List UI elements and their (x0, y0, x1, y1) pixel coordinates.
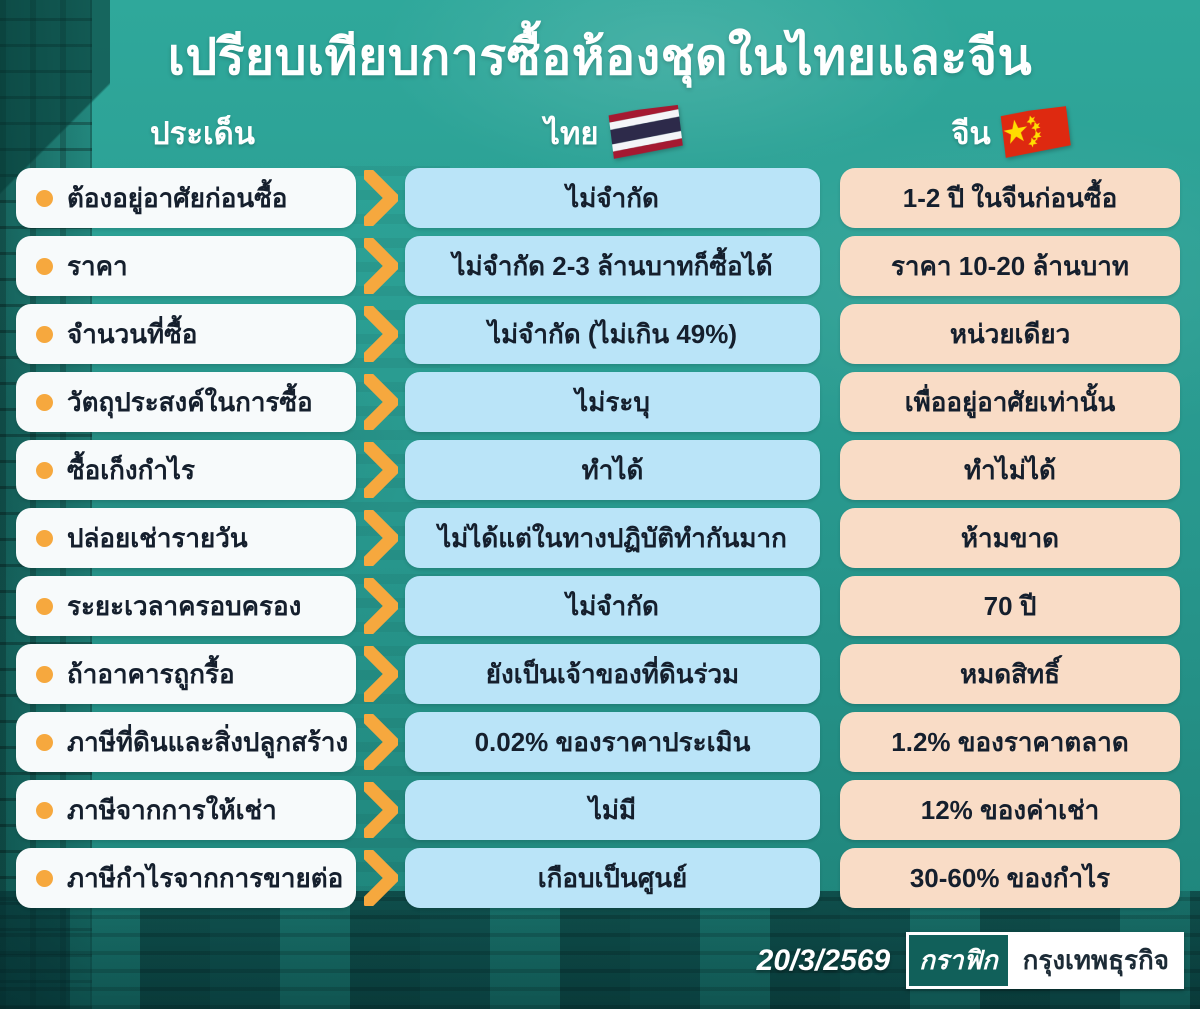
china-value: 70 ปี (840, 576, 1180, 636)
chevron-right-icon (356, 374, 405, 430)
issue-pill: ภาษีจากการให้เช่า (16, 780, 356, 840)
bullet-icon (36, 257, 53, 275)
chevron-right-icon (356, 578, 405, 634)
issue-pill: ภาษีที่ดินและสิ่งปลูกสร้าง (16, 712, 356, 772)
date-label: 20/3/2569 (756, 943, 891, 977)
column-headers: ประเด็น ไทย จีน (0, 104, 1200, 162)
page-title: เปรียบเทียบการซื้อห้องชุดในไทยและจีน (167, 29, 1033, 85)
table-row: จำนวนที่ซื้อ ไม่จำกัด (ไม่เกิน 49%) หน่ว… (0, 304, 1200, 364)
bullet-icon (36, 393, 53, 411)
china-value: ห้ามขาด (840, 508, 1180, 568)
bullet-icon (36, 461, 53, 479)
chevron-right-icon (356, 714, 405, 770)
issue-pill: ต้องอยู่อาศัยก่อนซื้อ (16, 168, 356, 228)
column-header-thailand: ไทย (405, 104, 820, 159)
bullet-icon (36, 801, 53, 819)
china-value: ทำไม่ได้ (840, 440, 1180, 500)
thailand-value: 0.02% ของราคาประเมิน (405, 712, 820, 772)
issue-header-label: ประเด็น (150, 116, 255, 151)
bullet-icon (36, 597, 53, 615)
issue-label: ราคา (67, 250, 128, 281)
table-row: ราคา ไม่จำกัด 2-3 ล้านบาทก็ซื้อได้ ราคา … (0, 236, 1200, 296)
issue-label: ปล่อยเช่ารายวัน (67, 522, 248, 553)
issue-label: ต้องอยู่อาศัยก่อนซื้อ (67, 182, 288, 213)
china-value: 1-2 ปี ในจีนก่อนซื้อ (840, 168, 1180, 228)
issue-label: วัตถุประสงค์ในการซื้อ (67, 386, 313, 417)
china-value: 12% ของค่าเช่า (840, 780, 1180, 840)
thailand-value: ไม่จำกัด 2-3 ล้านบาทก็ซื้อได้ (405, 236, 820, 296)
chevron-right-icon (356, 306, 405, 362)
chevron-right-icon (356, 442, 405, 498)
bullet-icon (36, 189, 53, 207)
chevron-right-icon (356, 238, 405, 294)
chevron-right-icon (356, 850, 405, 906)
chevron-right-icon (356, 510, 405, 566)
china-value: 1.2% ของราคาตลาด (840, 712, 1180, 772)
chevron-right-icon (356, 782, 405, 838)
thailand-value: ไม่มี (405, 780, 820, 840)
china-value: หมดสิทธิ์ (840, 644, 1180, 704)
issue-label: จำนวนที่ซื้อ (67, 318, 198, 349)
issue-pill: จำนวนที่ซื้อ (16, 304, 356, 364)
china-value: เพื่ออยู่อาศัยเท่านั้น (840, 372, 1180, 432)
column-header-china: จีน (820, 106, 1200, 158)
comparison-table: ต้องอยู่อาศัยก่อนซื้อ ไม่จำกัด 1-2 ปี ใน… (0, 168, 1200, 916)
table-row: ซื้อเก็งกำไร ทำได้ ทำไม่ได้ (0, 440, 1200, 500)
bullet-icon (36, 733, 53, 751)
thailand-value: ไม่ได้แต่ในทางปฏิบัติทำกันมาก (405, 508, 820, 568)
thailand-value: ไม่จำกัด (405, 576, 820, 636)
china-header-label: จีน (951, 116, 991, 151)
issue-pill: ราคา (16, 236, 356, 296)
thailand-value: เกือบเป็นศูนย์ (405, 848, 820, 908)
chevron-right-icon (356, 170, 405, 226)
table-row: ภาษีกำไรจากการขายต่อ เกือบเป็นศูนย์ 30-6… (0, 848, 1200, 908)
issue-pill: ปล่อยเช่ารายวัน (16, 508, 356, 568)
table-row: ต้องอยู่อาศัยก่อนซื้อ ไม่จำกัด 1-2 ปี ใน… (0, 168, 1200, 228)
issue-label: ภาษีที่ดินและสิ่งปลูกสร้าง (67, 726, 349, 757)
issue-label: ระยะเวลาครอบครอง (67, 590, 302, 621)
thai-flag-icon (608, 104, 683, 159)
china-value: หน่วยเดียว (840, 304, 1180, 364)
publisher-logo: กราฟิก กรุงเทพธุรกิจ (906, 932, 1184, 989)
table-row: ภาษีที่ดินและสิ่งปลูกสร้าง 0.02% ของราคา… (0, 712, 1200, 772)
bullet-icon (36, 869, 53, 887)
thailand-value: ยังเป็นเจ้าของที่ดินร่วม (405, 644, 820, 704)
issue-label: ภาษีกำไรจากการขายต่อ (67, 862, 344, 893)
thailand-value: ไม่ระบุ (405, 372, 820, 432)
table-row: ปล่อยเช่ารายวัน ไม่ได้แต่ในทางปฏิบัติทำก… (0, 508, 1200, 568)
bullet-icon (36, 325, 53, 343)
table-row: ระยะเวลาครอบครอง ไม่จำกัด 70 ปี (0, 576, 1200, 636)
thailand-value: ทำได้ (405, 440, 820, 500)
bullet-icon (36, 529, 53, 547)
issue-label: ซื้อเก็งกำไร (67, 454, 195, 485)
issue-label: ภาษีจากการให้เช่า (67, 794, 277, 825)
issue-pill: ระยะเวลาครอบครอง (16, 576, 356, 636)
china-value: 30-60% ของกำไร (840, 848, 1180, 908)
table-row: วัตถุประสงค์ในการซื้อ ไม่ระบุ เพื่ออยู่อ… (0, 372, 1200, 432)
china-value: ราคา 10-20 ล้านบาท (840, 236, 1180, 296)
issue-pill: ถ้าอาคารถูกรื้อ (16, 644, 356, 704)
table-row: ภาษีจากการให้เช่า ไม่มี 12% ของค่าเช่า (0, 780, 1200, 840)
chevron-right-icon (356, 646, 405, 702)
thailand-header-label: ไทย (544, 116, 599, 151)
issue-label: ถ้าอาคารถูกรื้อ (67, 658, 235, 689)
table-row: ถ้าอาคารถูกรื้อ ยังเป็นเจ้าของที่ดินร่วม… (0, 644, 1200, 704)
publisher-logo-graphic-label: กราฟิก (906, 932, 1011, 989)
thailand-value: ไม่จำกัด (ไม่เกิน 49%) (405, 304, 820, 364)
publisher-logo-name: กรุงเทพธุรกิจ (1010, 932, 1184, 989)
footer: 20/3/2569 กราฟิก กรุงเทพธุรกิจ (757, 932, 1184, 989)
column-header-issue: ประเด็น (0, 108, 405, 158)
issue-pill: ซื้อเก็งกำไร (16, 440, 356, 500)
bullet-icon (36, 665, 53, 683)
thailand-value: ไม่จำกัด (405, 168, 820, 228)
china-flag-icon (1000, 106, 1071, 158)
issue-pill: วัตถุประสงค์ในการซื้อ (16, 372, 356, 432)
issue-pill: ภาษีกำไรจากการขายต่อ (16, 848, 356, 908)
